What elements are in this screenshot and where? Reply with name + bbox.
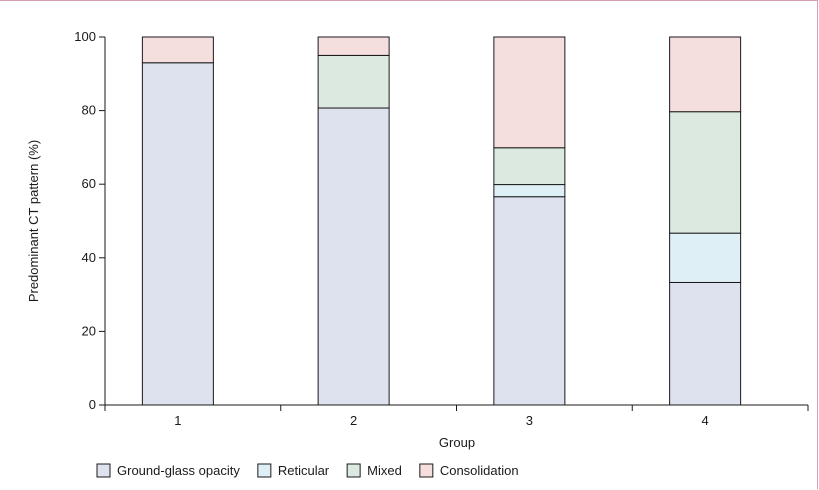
bar-segment-ground-glass-opacity <box>141 62 214 406</box>
legend-swatch <box>419 463 434 478</box>
bar-segment-ground-glass-opacity <box>317 107 390 406</box>
bar-segment-consolidation <box>669 36 742 113</box>
x-tick-label: 4 <box>702 413 709 428</box>
legend-label: Mixed <box>367 463 402 478</box>
x-tick-label: 2 <box>350 413 357 428</box>
bar-segment-reticular <box>669 232 742 283</box>
y-tick-label: 0 <box>89 397 96 412</box>
bar-segment-consolidation <box>493 36 566 149</box>
y-tick-label: 20 <box>82 323 96 338</box>
y-tick-label: 60 <box>82 176 96 191</box>
bar-segment-reticular <box>493 184 566 198</box>
y-tick-label: 80 <box>82 103 96 118</box>
legend-swatch <box>96 463 111 478</box>
legend-label: Reticular <box>278 463 330 478</box>
bar-segment-consolidation <box>317 36 390 56</box>
legend-swatch <box>346 463 361 478</box>
legend-label: Ground-glass opacity <box>117 463 240 478</box>
bar-segment-consolidation <box>141 36 214 64</box>
y-axis: 0 20 40 60 80 100 <box>74 29 106 412</box>
bars <box>141 36 742 406</box>
x-tick-label: 3 <box>526 413 533 428</box>
bar-segment-ground-glass-opacity <box>493 196 566 406</box>
legend-label: Consolidation <box>440 463 519 478</box>
y-tick-label: 40 <box>82 250 96 265</box>
x-axis-title: Group <box>439 435 475 450</box>
bar-segment-mixed <box>317 54 390 109</box>
bar-segment-mixed <box>669 111 742 234</box>
x-tick-label: 1 <box>174 413 181 428</box>
bar-segment-ground-glass-opacity <box>669 281 742 406</box>
y-tick-label: 100 <box>74 29 96 44</box>
legend: Ground-glass opacity Reticular Mixed Consol… <box>96 463 519 478</box>
y-axis-title: Predominant CT pattern (%) <box>26 140 41 302</box>
legend-swatch <box>257 463 272 478</box>
bar-segment-mixed <box>493 147 566 186</box>
x-axis: 1 2 3 4 <box>104 404 809 428</box>
